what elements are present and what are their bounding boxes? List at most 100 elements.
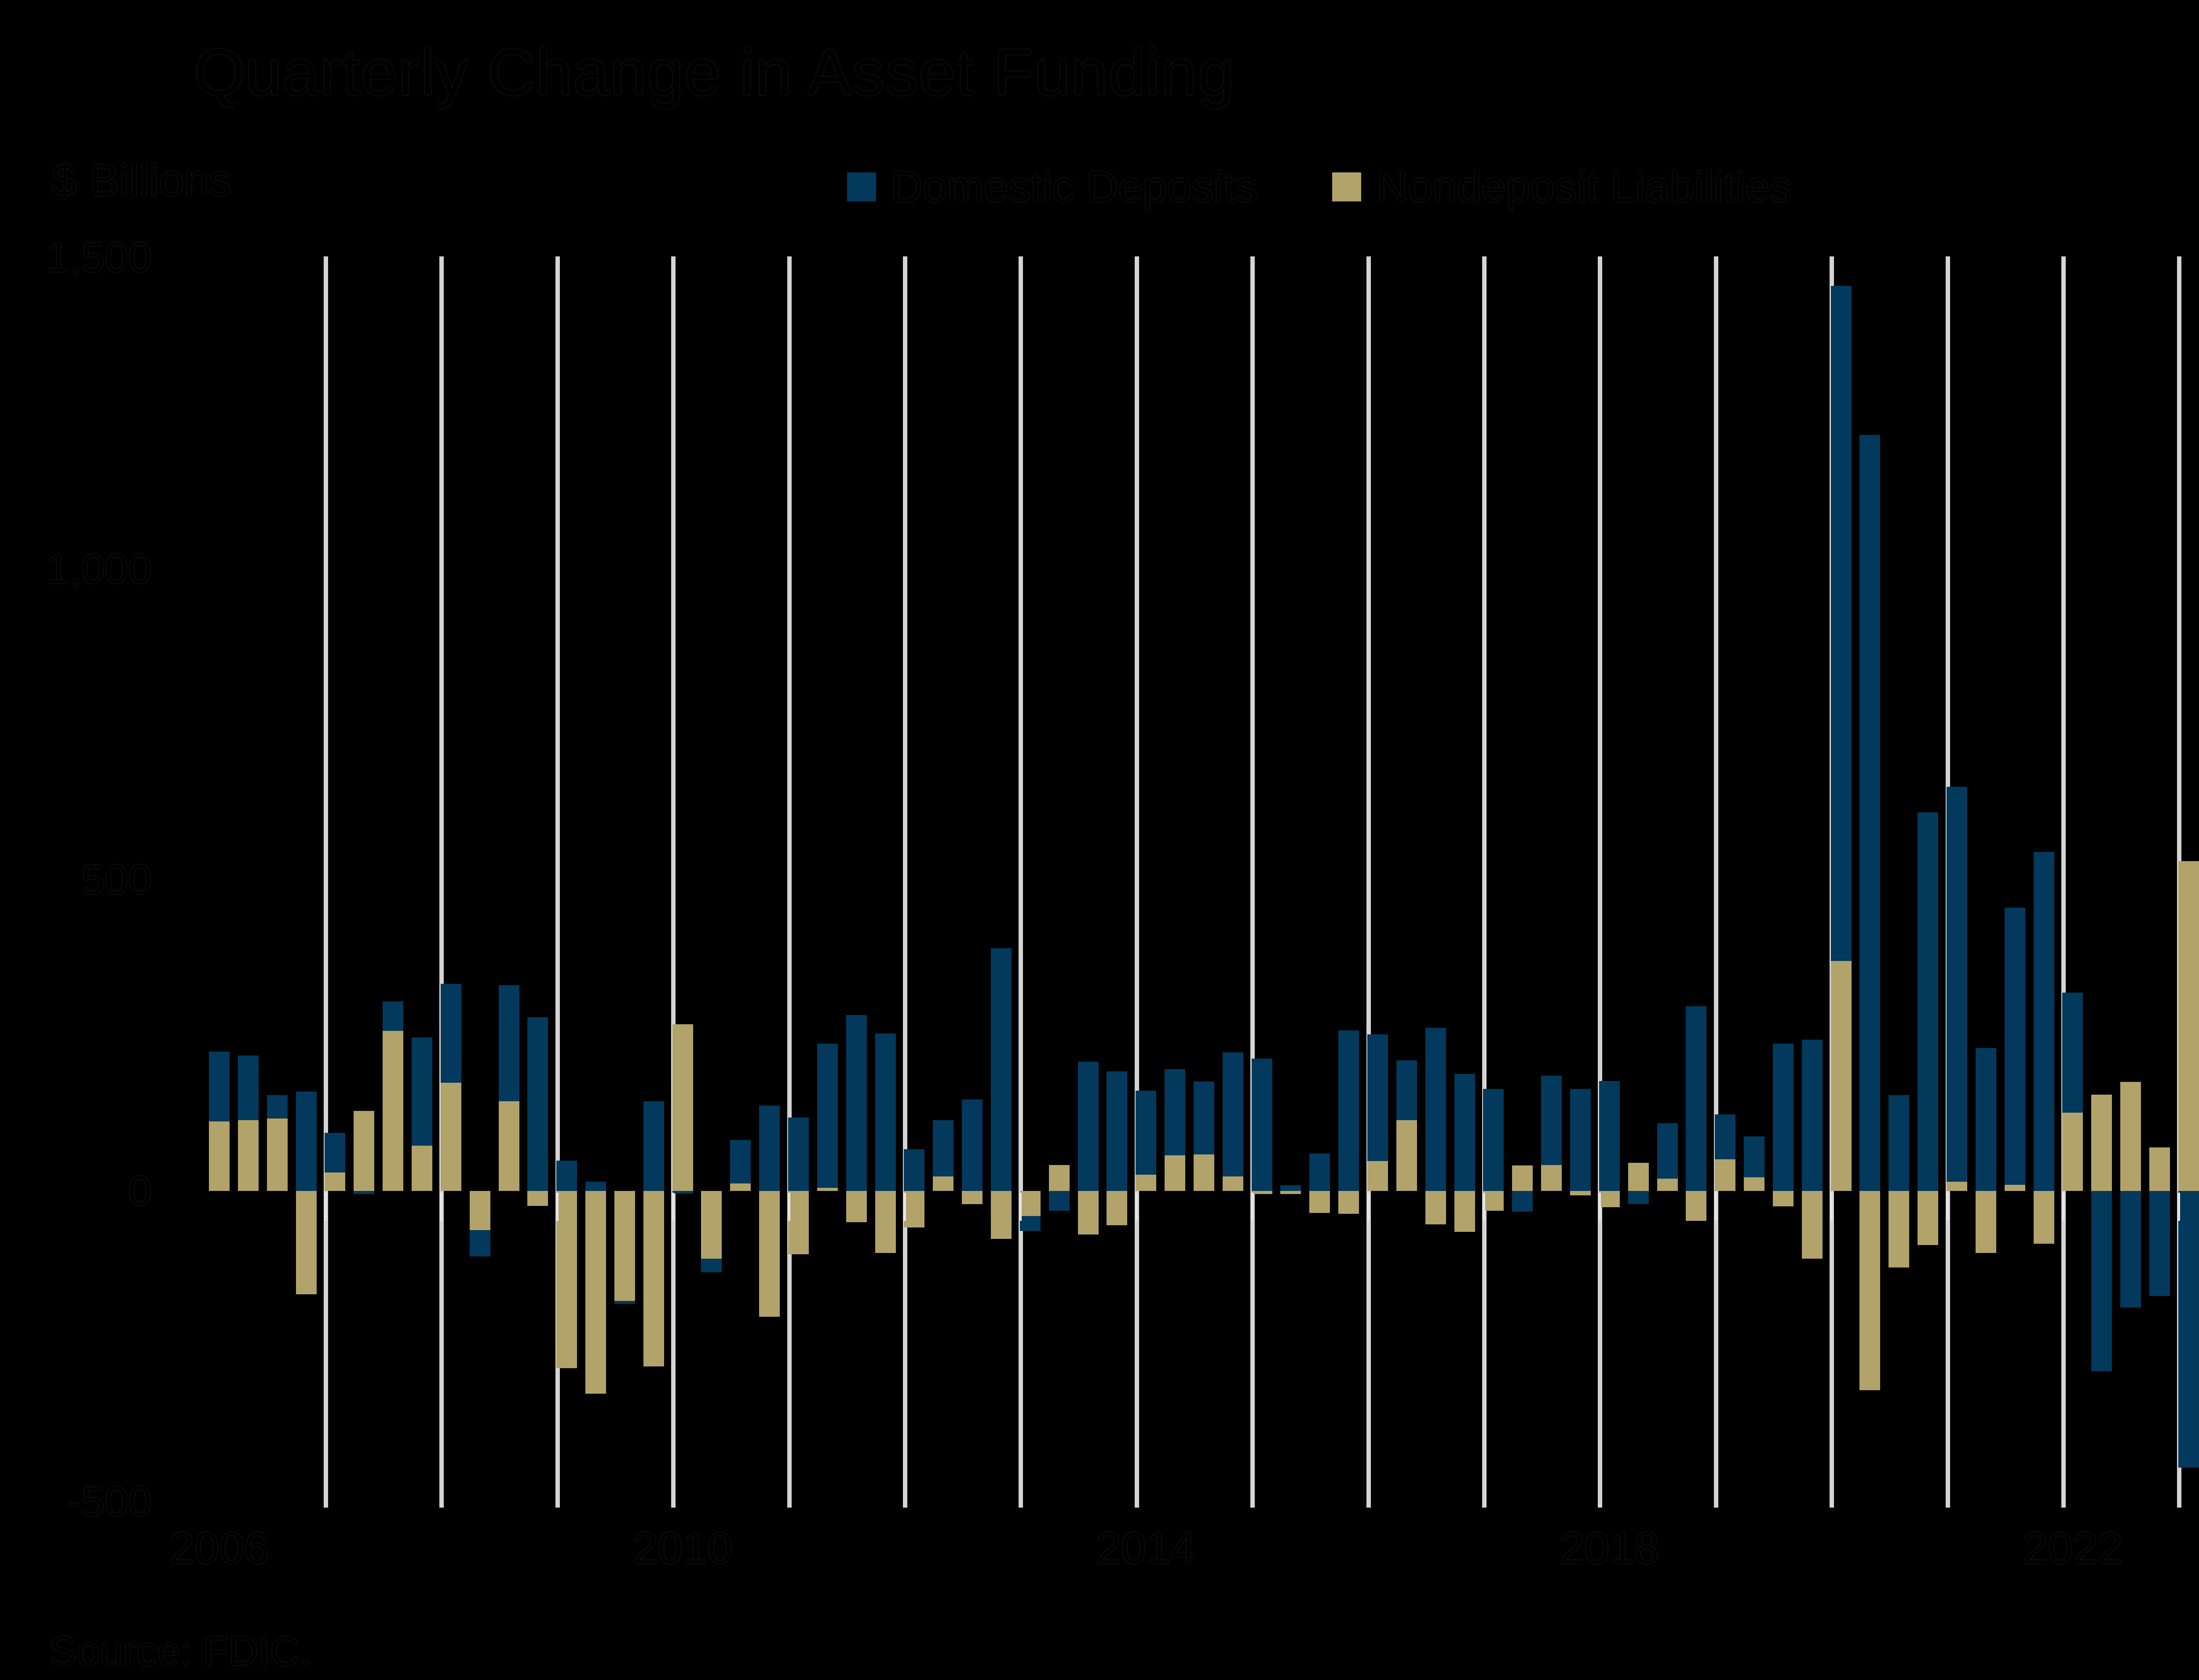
bar-segment-nondeposits <box>411 1145 432 1191</box>
axis-tick <box>1019 1193 1022 1221</box>
bar-segment-nondeposits <box>1512 1165 1533 1191</box>
bar-segment-nondeposits <box>585 1191 606 1394</box>
x-tick-label: 2014 <box>1096 1523 1196 1573</box>
bar-segment-nondeposits <box>614 1191 635 1301</box>
bar-segment-deposits <box>1801 1040 1823 1191</box>
bar-segment-nondeposits <box>643 1191 664 1366</box>
axis-tick <box>1135 1193 1138 1221</box>
bar-segment-deposits <box>1454 1074 1475 1191</box>
x-tick-label: 2018 <box>1559 1523 1659 1573</box>
bar-segment-nondeposits <box>1947 1181 1967 1191</box>
bar-segment-deposits <box>875 1034 896 1191</box>
bar-segment-nondeposits <box>730 1183 751 1191</box>
bar-segment-nondeposits <box>933 1176 954 1191</box>
bar-segment-deposits <box>585 1181 606 1191</box>
bar-segment-deposits <box>1136 1091 1157 1175</box>
bar-segment-deposits <box>1048 1191 1070 1211</box>
x-tick-label: 2006 <box>169 1523 269 1573</box>
bar-segment-deposits <box>1193 1081 1214 1154</box>
bar-segment-deposits <box>904 1149 925 1191</box>
bar-segment-deposits <box>1975 1048 1996 1191</box>
year-gridline <box>1366 256 1371 1508</box>
bar-segment-nondeposits <box>1425 1191 1446 1225</box>
bar-segment-deposits <box>498 985 519 1102</box>
bar-segment-deposits <box>933 1120 954 1177</box>
legend-label: Domestic Deposits <box>891 162 1258 212</box>
bar-segment-nondeposits <box>2091 1094 2112 1191</box>
bar-segment-deposits <box>1715 1114 1736 1159</box>
axis-tick <box>2178 1193 2181 1221</box>
bar-segment-deposits <box>1165 1069 1186 1156</box>
bar-segment-nondeposits <box>1975 1191 1996 1253</box>
bar-segment-deposits <box>383 1001 404 1031</box>
bar-segment-nondeposits <box>2062 1112 2083 1191</box>
bar-segment-nondeposits <box>440 1082 461 1191</box>
bar-segment-deposits <box>440 983 461 1083</box>
bar-segment-deposits <box>325 1133 346 1172</box>
bar-segment-deposits <box>846 1015 867 1191</box>
bar-segment-nondeposits <box>962 1191 983 1204</box>
bar-segment-deposits <box>1019 1216 1041 1231</box>
year-gridline <box>903 256 907 1508</box>
y-tick-label: -500 <box>67 1478 152 1526</box>
bar-segment-deposits <box>1744 1136 1765 1177</box>
year-gridline <box>671 256 676 1508</box>
bar-segment-nondeposits <box>1338 1191 1359 1214</box>
bar-segment-nondeposits <box>1628 1163 1649 1191</box>
bar-segment-deposits <box>1483 1089 1504 1191</box>
bar-segment-nondeposits <box>1801 1191 1823 1259</box>
bar-segment-deposits <box>1918 812 1939 1191</box>
bar-segment-nondeposits <box>672 1024 693 1191</box>
y-tick-label: 1,000 <box>46 545 152 592</box>
bar-segment-nondeposits <box>1889 1191 1910 1267</box>
bar-segment-deposits <box>1947 786 1967 1182</box>
bar-segment-nondeposits <box>2120 1082 2141 1191</box>
axis-tick <box>1251 1193 1254 1221</box>
axis-tick <box>1946 1193 1949 1221</box>
bar-segment-nondeposits <box>1280 1191 1301 1194</box>
bar-segment-deposits <box>1859 435 1881 1191</box>
bar-segment-nondeposits <box>1541 1165 1562 1191</box>
bar-segment-deposits <box>1425 1028 1446 1191</box>
bar-segment-nondeposits <box>1657 1178 1678 1191</box>
axis-tick <box>440 1193 443 1221</box>
bar-segment-nondeposits <box>1830 961 1852 1191</box>
bar-segment-deposits <box>1889 1095 1910 1191</box>
year-gridline <box>1250 256 1255 1508</box>
bar-segment-nondeposits <box>2149 1147 2170 1191</box>
bar-segment-nondeposits <box>1744 1177 1765 1191</box>
axis-tick <box>2062 1193 2064 1221</box>
bar-segment-deposits <box>1280 1185 1301 1191</box>
year-gridline <box>1019 256 1023 1508</box>
bar-segment-deposits <box>2178 1191 2199 1468</box>
bar-segment-deposits <box>643 1101 664 1191</box>
year-gridline <box>439 256 444 1508</box>
year-gridline <box>324 256 328 1508</box>
bar-segment-deposits <box>1222 1052 1243 1177</box>
legend-item-domestic-deposits: Domestic Deposits <box>847 162 1258 212</box>
legend-swatch-nondeposits-icon <box>1332 172 1362 201</box>
bar-segment-nondeposits <box>759 1191 780 1317</box>
bar-segment-nondeposits <box>1859 1191 1881 1390</box>
bar-segment-deposits <box>1251 1058 1272 1191</box>
bar-segment-deposits <box>469 1230 490 1256</box>
bar-segment-deposits <box>1570 1089 1591 1191</box>
bar-segment-deposits <box>1396 1060 1417 1120</box>
bar-segment-deposits <box>237 1055 259 1120</box>
bar-segment-nondeposits <box>817 1187 838 1191</box>
bar-segment-nondeposits <box>296 1191 317 1294</box>
bar-segment-nondeposits <box>209 1121 230 1191</box>
bar-segment-deposits <box>2033 852 2054 1191</box>
bar-segment-deposits <box>962 1099 983 1191</box>
axis-tick <box>1483 1193 1485 1221</box>
bar-segment-deposits <box>1107 1071 1128 1191</box>
bar-segment-deposits <box>296 1091 317 1191</box>
bar-segment-nondeposits <box>1165 1155 1186 1191</box>
bar-segment-deposits <box>1772 1043 1794 1191</box>
bar-segment-nondeposits <box>1251 1191 1272 1194</box>
y-tick-label: 1,500 <box>46 234 152 281</box>
bar-segment-deposits <box>759 1106 780 1191</box>
bar-segment-nondeposits <box>325 1172 346 1191</box>
bar-segment-nondeposits <box>267 1118 288 1191</box>
bar-segment-deposits <box>1657 1123 1678 1179</box>
